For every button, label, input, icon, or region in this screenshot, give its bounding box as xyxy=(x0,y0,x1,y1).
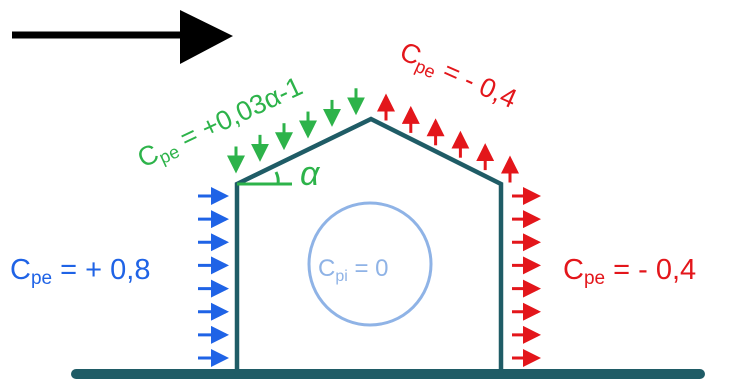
internal-pressure-circle xyxy=(307,201,433,327)
wind-direction-arrow xyxy=(12,10,233,64)
leeward-wall-coefficient-label: Cpe = - 0,4 xyxy=(563,254,696,289)
label-value: = - 0,4 xyxy=(432,52,522,114)
label-symbol: C xyxy=(10,254,31,286)
label-value: = 0 xyxy=(348,255,389,282)
roof-angle-marker xyxy=(237,171,292,186)
building-outline xyxy=(234,116,504,374)
leeward-roof-coefficient-label: Cpe = - 0,4 xyxy=(394,36,521,117)
leeward-roof-suction-arrows xyxy=(377,93,519,183)
label-value: = - 0,4 xyxy=(605,254,696,286)
leeward-wall-suction-arrows xyxy=(512,187,541,367)
windward-roof-pressure-arrows xyxy=(227,88,365,174)
label-value: = +0,03α-1 xyxy=(169,71,307,157)
label-value: = + 0,8 xyxy=(52,254,150,286)
label-subscript: pe xyxy=(31,268,52,289)
internal-pressure-label: Cpi = 0 xyxy=(318,255,389,285)
label-subscript: pe xyxy=(584,268,605,289)
roof-angle-label: α xyxy=(300,155,321,193)
label-symbol: C xyxy=(563,254,584,286)
label-subscript: pi xyxy=(335,268,347,285)
label-symbol: C xyxy=(318,255,335,282)
windward-wall-pressure-arrows xyxy=(198,187,229,367)
windward-wall-coefficient-label: Cpe = + 0,8 xyxy=(10,254,150,289)
